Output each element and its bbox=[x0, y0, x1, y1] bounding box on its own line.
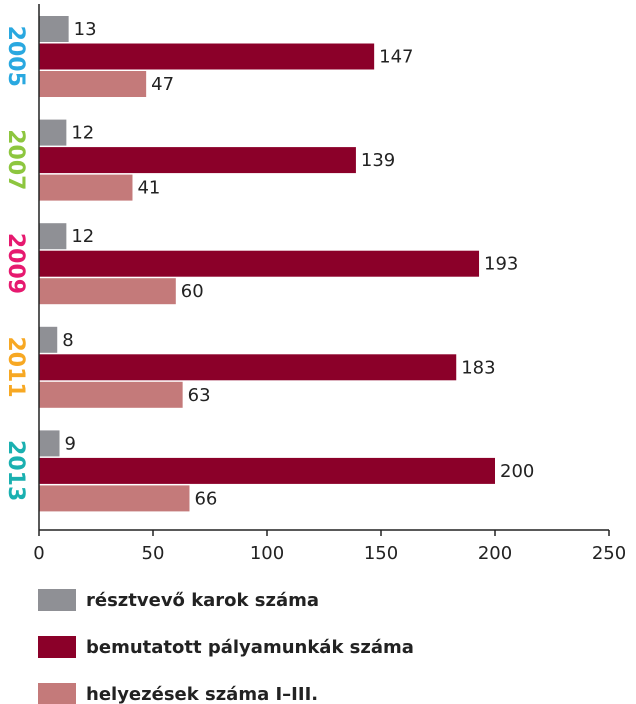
bar bbox=[39, 250, 480, 277]
x-tick-label: 150 bbox=[364, 543, 398, 564]
bar bbox=[39, 354, 457, 381]
bar bbox=[39, 147, 356, 174]
data-label: 193 bbox=[484, 254, 518, 275]
data-label: 47 bbox=[151, 74, 174, 95]
data-label: 41 bbox=[137, 178, 160, 199]
bar bbox=[39, 381, 183, 408]
data-label: 66 bbox=[194, 488, 217, 509]
data-label: 200 bbox=[500, 461, 534, 482]
category-label: 2011 bbox=[3, 336, 28, 397]
bar bbox=[39, 119, 67, 146]
data-label: 139 bbox=[361, 150, 395, 171]
bar bbox=[39, 457, 495, 484]
data-label: 183 bbox=[461, 357, 495, 378]
legend-swatch bbox=[38, 636, 76, 658]
bar bbox=[39, 71, 147, 97]
bar bbox=[39, 278, 176, 305]
bar bbox=[39, 16, 69, 42]
x-tick-label: 0 bbox=[33, 543, 44, 564]
category-label: 2013 bbox=[3, 440, 28, 501]
legend-swatch bbox=[38, 683, 76, 704]
data-label: 12 bbox=[71, 123, 94, 144]
bar bbox=[39, 174, 133, 201]
category-label: 2005 bbox=[3, 26, 28, 87]
legend-label: bemutatott pályamunkák száma bbox=[86, 637, 414, 658]
data-label: 12 bbox=[71, 226, 94, 247]
data-label: 60 bbox=[181, 281, 204, 302]
legend-label: résztvevő karok száma bbox=[86, 590, 319, 611]
bar bbox=[39, 430, 60, 457]
data-label: 8 bbox=[62, 330, 73, 351]
data-label: 147 bbox=[379, 47, 413, 68]
data-label: 9 bbox=[65, 433, 76, 454]
data-label: 63 bbox=[188, 385, 211, 406]
category-label: 2009 bbox=[3, 233, 28, 294]
x-tick-label: 100 bbox=[250, 543, 284, 564]
data-label: 13 bbox=[74, 19, 97, 40]
x-tick-label: 250 bbox=[592, 543, 626, 564]
legend-swatch bbox=[38, 589, 76, 611]
bar bbox=[39, 43, 375, 70]
bar bbox=[39, 485, 190, 512]
bar bbox=[39, 326, 58, 353]
legend-label: helyezések száma I–III. bbox=[86, 684, 318, 704]
category-label: 2007 bbox=[3, 129, 28, 190]
bar bbox=[39, 223, 67, 250]
x-tick-label: 50 bbox=[142, 543, 165, 564]
x-tick-label: 200 bbox=[478, 543, 512, 564]
